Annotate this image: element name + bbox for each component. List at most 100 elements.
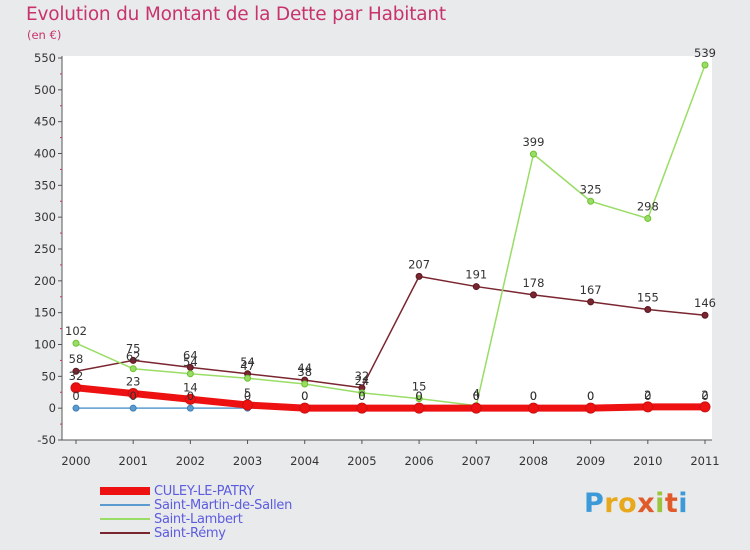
legend-swatch	[100, 532, 150, 534]
data-label-2: 15	[412, 380, 427, 394]
data-label-2: 4	[473, 387, 480, 401]
data-label-2: 102	[65, 324, 87, 338]
x-tick-label: 2006	[404, 454, 433, 468]
data-point-0	[470, 402, 482, 414]
data-point-0	[127, 388, 139, 400]
data-point-2	[301, 380, 309, 388]
data-point-0	[356, 402, 368, 414]
logo-letter: P	[584, 488, 605, 519]
y-tick-label: 200	[34, 274, 56, 288]
y-tick-label: 550	[34, 51, 56, 65]
x-tick-label: 2008	[519, 454, 548, 468]
data-point-2	[644, 214, 652, 222]
data-label-1: 0	[72, 389, 79, 403]
data-label-1: 0	[530, 389, 537, 403]
x-tick-label: 2003	[233, 454, 262, 468]
legend-swatch	[100, 518, 150, 520]
logo-letter: r	[604, 488, 619, 519]
data-label-3: 178	[522, 276, 544, 290]
data-label-1: 0	[130, 389, 137, 403]
data-point-2	[129, 365, 137, 373]
y-tick-label: 400	[34, 147, 56, 161]
data-point-3	[415, 272, 423, 280]
data-point-0	[699, 401, 711, 413]
data-point-0	[642, 401, 654, 413]
data-point-0	[299, 402, 311, 414]
logo-letter: i	[655, 488, 665, 519]
data-label-2: 539	[694, 46, 716, 60]
data-label-0: 0	[358, 389, 365, 403]
data-label-1: 0	[644, 389, 651, 403]
data-point-3	[472, 283, 480, 291]
legend-item: Saint-Rémy	[100, 525, 292, 541]
y-tick-label: -50	[37, 433, 56, 447]
data-label-2: 298	[637, 199, 659, 213]
data-label-2: 38	[297, 365, 312, 379]
data-label-3: 167	[580, 283, 602, 297]
data-point-0	[413, 402, 425, 414]
data-label-0: 14	[183, 380, 198, 394]
data-label-0: 5	[244, 386, 251, 400]
data-point-2	[529, 150, 537, 158]
data-label-2: 24	[355, 374, 370, 388]
y-tick-label: 150	[34, 306, 56, 320]
data-label-2: 54	[183, 355, 198, 369]
logo-letter: o	[618, 488, 638, 519]
data-label-1: 0	[587, 389, 594, 403]
legend: CULEY-LE-PATRY Saint-Martin-de-Sallen Sain…	[100, 483, 293, 541]
x-tick-label: 2001	[119, 454, 148, 468]
chart-title: Evolution du Montant de la Dette par Hab…	[26, 4, 446, 25]
data-point-1	[72, 404, 80, 412]
data-label-0: 32	[69, 369, 84, 383]
data-point-0	[70, 382, 82, 394]
legend-item: Saint-Martin-de-Sallen	[100, 497, 293, 513]
data-label-1: 0	[701, 389, 708, 403]
y-tick-label: 50	[41, 369, 56, 383]
data-label-1: 0	[473, 389, 480, 403]
data-point-3	[644, 305, 652, 313]
legend-label: Saint-Martin-de-Sallen	[154, 497, 293, 513]
y-tick-label: 100	[34, 338, 56, 352]
y-tick-label: 0	[49, 401, 56, 415]
data-label-2: 399	[522, 135, 544, 149]
data-point-2	[415, 395, 423, 403]
x-tick-label: 2005	[347, 454, 376, 468]
legend-label: Saint-Rémy	[154, 525, 226, 541]
data-label-3: 75	[126, 341, 141, 355]
data-label-3: 207	[408, 257, 430, 271]
y-tick-label: 450	[34, 115, 56, 129]
x-tick-label: 2009	[576, 454, 605, 468]
data-point-0	[242, 399, 254, 411]
plot-area	[62, 56, 712, 440]
data-label-0: 2	[701, 388, 708, 402]
data-label-0: 23	[126, 375, 141, 389]
y-tick-label: 250	[34, 242, 56, 256]
data-point-0	[527, 402, 539, 414]
data-point-2	[186, 370, 194, 378]
data-point-2	[358, 389, 366, 397]
data-label-0: 0	[301, 389, 308, 403]
line-chart: -500501001502002503003504004505005502000…	[34, 46, 720, 468]
x-tick-label: 2004	[290, 454, 319, 468]
legend-label: CULEY-LE-PATRY	[154, 483, 255, 499]
y-tick-label: 350	[34, 178, 56, 192]
data-label-1: 0	[415, 389, 422, 403]
data-label-0: 0	[587, 389, 594, 403]
data-point-2	[701, 61, 709, 69]
data-label-3: 54	[240, 355, 255, 369]
x-tick-label: 2007	[462, 454, 491, 468]
legend-label: Saint-Lambert	[154, 511, 243, 527]
data-label-2: 325	[580, 182, 602, 196]
legend-item: CULEY-LE-PATRY	[100, 483, 292, 499]
y-tick-label: 500	[34, 83, 56, 97]
data-label-1: 0	[187, 389, 194, 403]
data-point-2	[72, 339, 80, 347]
legend-item: Saint-Lambert	[100, 511, 292, 527]
data-label-0: 0	[415, 389, 422, 403]
data-label-0: 0	[473, 389, 480, 403]
data-point-0	[585, 402, 597, 414]
legend-swatch	[100, 504, 150, 506]
data-point-3	[129, 356, 137, 364]
data-point-3	[701, 311, 709, 319]
data-label-3: 64	[183, 348, 198, 362]
